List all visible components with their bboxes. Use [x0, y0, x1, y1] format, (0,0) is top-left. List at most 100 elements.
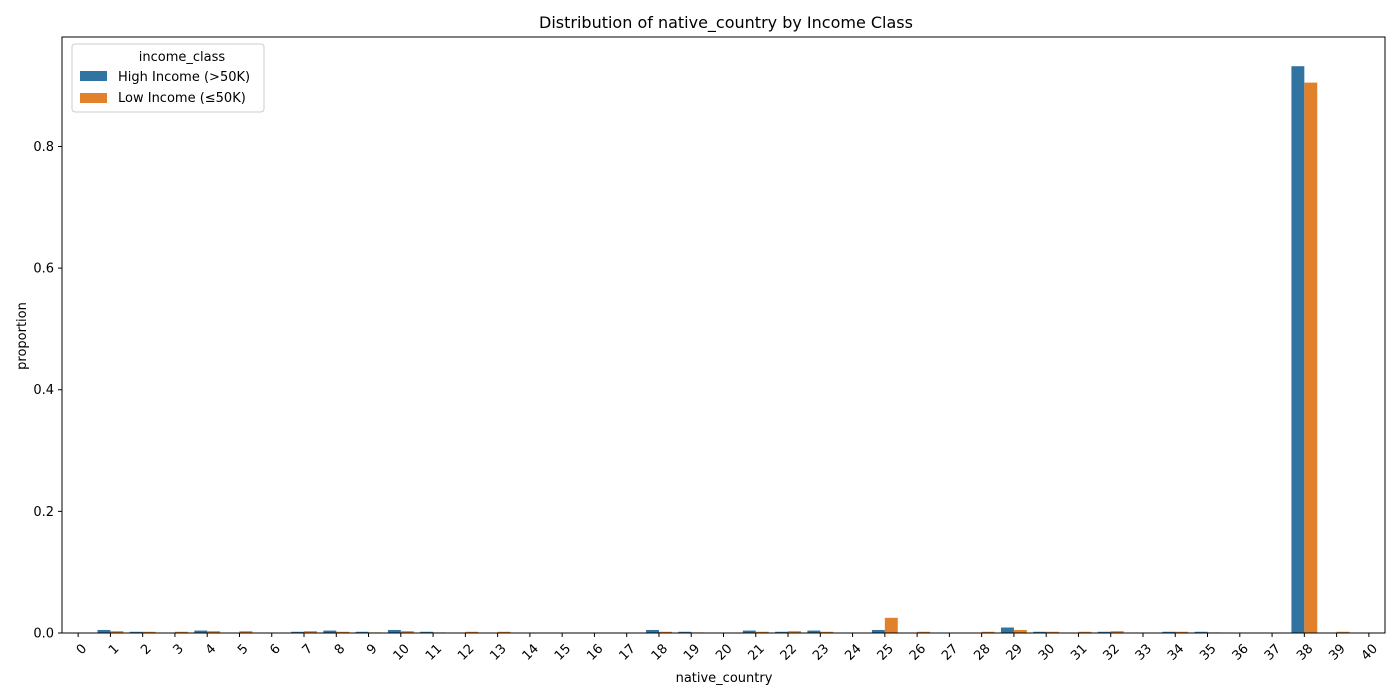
bar-low-income-22 — [788, 631, 801, 633]
x-tick-label: 7 — [300, 641, 316, 657]
bar-high-income-34 — [1162, 631, 1176, 633]
bar-high-income-35 — [1194, 631, 1208, 633]
x-tick-label: 4 — [203, 641, 219, 657]
bar-low-income-3 — [174, 631, 188, 633]
x-tick-label: 18 — [649, 641, 671, 663]
x-tick-label: 17 — [616, 641, 638, 663]
bar-high-income-29 — [1001, 627, 1014, 633]
x-tick-label: 21 — [746, 641, 768, 663]
x-tick-label: 16 — [584, 641, 606, 663]
y-ticks: 0.0 0.2 0.4 0.6 0.8 — [33, 140, 62, 642]
x-tick-label: 6 — [267, 641, 283, 657]
y-tick-label: 0.2 — [33, 505, 54, 520]
bar-high-income-25 — [871, 629, 885, 633]
x-tick-label: 11 — [423, 641, 445, 663]
legend: income_class High Income (>50K) Low Inco… — [71, 43, 265, 113]
bar-high-income-32 — [1097, 631, 1111, 633]
x-tick-label: 27 — [939, 641, 961, 663]
bar-high-income-23 — [807, 630, 821, 633]
chart-title: Distribution of native_country by Income… — [539, 13, 913, 33]
bar-high-income-4 — [194, 630, 208, 633]
x-tick-label: 33 — [1133, 641, 1155, 663]
bar-low-income-13 — [497, 631, 511, 633]
x-tick-label: 14 — [520, 641, 542, 663]
bar-low-income-28 — [981, 631, 995, 633]
bar-low-income-10 — [400, 631, 414, 633]
bar-high-income-7 — [291, 631, 305, 633]
bar-high-income-9 — [355, 631, 369, 633]
y-tick-label: 0.6 — [33, 262, 54, 277]
legend-label-high-income: High Income (>50K) — [118, 70, 250, 85]
legend-swatch-low-income — [80, 93, 107, 103]
bars-group — [97, 66, 1350, 634]
bar-low-income-26 — [917, 631, 931, 633]
x-tick-label: 22 — [778, 641, 800, 663]
x-tick-label: 34 — [1165, 641, 1187, 663]
x-tick-label: 37 — [1262, 641, 1284, 663]
x-tick-label: 23 — [810, 641, 832, 663]
bar-low-income-34 — [1175, 631, 1189, 633]
bar-high-income-22 — [775, 631, 789, 633]
x-tick-label: 30 — [1036, 641, 1058, 663]
bar-low-income-25 — [884, 617, 898, 633]
bar-low-income-32 — [1110, 631, 1124, 633]
x-tick-label: 35 — [1197, 641, 1219, 663]
x-tick-label: 10 — [391, 641, 413, 663]
x-tick-label: 12 — [455, 641, 477, 663]
x-tick-label: 15 — [552, 641, 574, 663]
bar-high-income-30 — [1033, 631, 1047, 633]
x-axis-label: native_country — [676, 671, 773, 686]
bar-low-income-2 — [142, 631, 156, 633]
x-tick-label: 38 — [1294, 641, 1316, 663]
bar-low-income-18 — [658, 631, 672, 633]
x-tick-label: 29 — [1004, 641, 1026, 663]
x-tick-label: 28 — [971, 641, 993, 663]
x-tick-label: 25 — [875, 641, 897, 663]
bar-low-income-38 — [1304, 82, 1318, 634]
bar-high-income-2 — [129, 631, 143, 633]
bar-low-income-39 — [1336, 631, 1350, 633]
x-tick-label: 40 — [1359, 641, 1381, 663]
legend-frame — [71, 43, 265, 113]
bar-low-income-12 — [465, 631, 479, 633]
y-tick-label: 0.8 — [33, 140, 54, 155]
x-tick-label: 9 — [364, 641, 380, 657]
bar-low-income-21 — [755, 631, 769, 633]
x-tick-label: 5 — [235, 641, 251, 657]
x-tick-label: 36 — [1230, 641, 1252, 663]
bar-high-income-1 — [97, 629, 111, 633]
bar-low-income-8 — [336, 631, 350, 633]
bar-high-income-8 — [323, 630, 337, 633]
bar-high-income-11 — [420, 631, 434, 633]
bar-low-income-30 — [1046, 631, 1060, 633]
x-ticks: 0 1 2 3 4 5 6 7 8 9 10 11 12 13 14 15 16 17 18 19 20 21 22 23 24… — [74, 633, 1381, 664]
x-tick-label: 0 — [74, 641, 90, 657]
x-tick-label: 32 — [1100, 641, 1122, 663]
x-tick-label: 20 — [713, 641, 735, 663]
x-tick-label: 8 — [332, 641, 348, 657]
legend-label-low-income: Low Income (≤50K) — [118, 91, 246, 106]
x-tick-label: 13 — [487, 641, 509, 663]
legend-title: income_class — [139, 50, 226, 65]
x-tick-label: 19 — [681, 641, 703, 663]
x-tick-label: 1 — [106, 641, 122, 657]
legend-swatch-high-income — [80, 71, 107, 81]
x-tick-label: 24 — [842, 641, 864, 663]
bar-low-income-31 — [1078, 631, 1092, 633]
x-tick-label: 31 — [1068, 641, 1090, 663]
bar-low-income-4 — [207, 631, 221, 633]
bar-high-income-18 — [646, 629, 659, 633]
bar-high-income-19 — [678, 631, 692, 633]
plot-frame — [61, 36, 1386, 634]
x-tick-label: 3 — [171, 641, 187, 657]
bar-low-income-23 — [820, 631, 834, 633]
bar-high-income-10 — [387, 629, 401, 633]
y-axis-label: proportion — [15, 302, 30, 370]
bar-high-income-38 — [1291, 66, 1305, 633]
x-tick-label: 39 — [1326, 641, 1348, 663]
bar-high-income-21 — [742, 630, 756, 633]
bar-low-income-1 — [110, 631, 124, 633]
x-tick-label: 2 — [138, 641, 154, 657]
bar-low-income-5 — [239, 631, 253, 633]
